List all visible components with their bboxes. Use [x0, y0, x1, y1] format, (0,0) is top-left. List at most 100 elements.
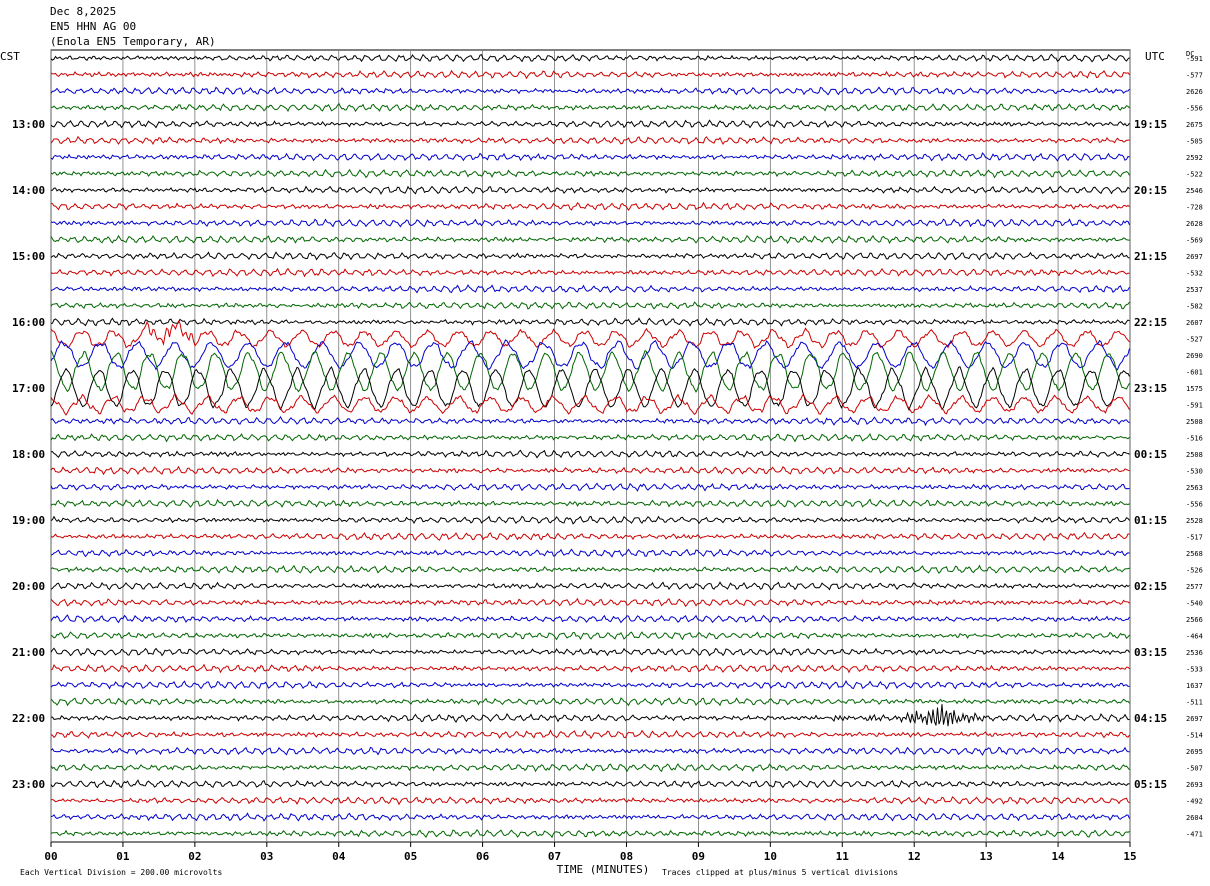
trace-22 [50, 416, 1130, 427]
dc-offset-label: 2693 [1186, 781, 1203, 789]
trace-9 [50, 201, 1130, 211]
x-tick-label-05: 05 [404, 850, 417, 863]
trace-36 [50, 647, 1130, 657]
trace-29 [50, 531, 1130, 542]
dc-offset-label: 2592 [1186, 154, 1203, 162]
trace-38 [50, 680, 1130, 690]
left-hour-label: 13:00 [12, 118, 45, 131]
x-tick-label-15: 15 [1123, 850, 1136, 863]
left-hour-label: 20:00 [12, 580, 45, 593]
header-date: Dec 8,2025 [50, 5, 117, 18]
trace-24 [50, 449, 1130, 459]
trace-23 [50, 432, 1130, 443]
right-hour-label: 02:15 [1134, 580, 1167, 593]
right-hour-label: 04:15 [1134, 712, 1167, 725]
dc-offset-label: -505 [1186, 138, 1203, 146]
x-tick-label-13: 13 [980, 850, 993, 863]
right-hour-label: 20:15 [1134, 184, 1167, 197]
dc-offset-label: 2626 [1186, 88, 1203, 96]
trace-16 [50, 317, 1130, 327]
trace-11 [50, 234, 1130, 245]
dc-offset-label: -540 [1186, 600, 1203, 608]
x-tick-label-10: 10 [764, 850, 777, 863]
trace-30 [50, 548, 1130, 558]
x-tick-label-01: 01 [116, 850, 130, 863]
dc-offset-label: 2566 [1186, 616, 1203, 624]
dc-offset-label: -530 [1186, 468, 1203, 476]
dc-offset-label: -517 [1186, 534, 1203, 542]
trace-5 [50, 135, 1130, 146]
dc-offset-label: 2607 [1186, 319, 1203, 327]
trace-1 [50, 69, 1130, 80]
left-hour-label: 16:00 [12, 316, 45, 329]
trace-2 [50, 86, 1130, 96]
dc-offset-label: 2563 [1186, 484, 1203, 492]
trace-27 [50, 498, 1130, 508]
dc-offset-label: -492 [1186, 798, 1203, 806]
dc-offset-label: 2568 [1186, 550, 1203, 558]
left-hour-label: 23:00 [12, 778, 45, 791]
trace-20 [50, 366, 1130, 412]
x-tick-label-00: 00 [44, 850, 57, 863]
dc-offset-label: 2675 [1186, 121, 1203, 129]
trace-3 [50, 102, 1130, 113]
dc-offset-label: -728 [1186, 204, 1203, 212]
trace-41 [50, 729, 1130, 740]
trace-32 [50, 581, 1130, 591]
trace-10 [50, 218, 1130, 228]
trace-13 [50, 267, 1130, 278]
dc-offset-label: -582 [1186, 303, 1203, 311]
clip-note: Traces clipped at plus/minus 5 vertical … [662, 868, 898, 877]
trace-6 [50, 152, 1130, 162]
trace-42 [50, 746, 1130, 756]
left-hour-label: 21:00 [12, 646, 45, 659]
dc-offset-label: 2508 [1186, 451, 1203, 459]
trace-4 [50, 119, 1130, 129]
dc-offset-label: -526 [1186, 567, 1203, 575]
x-tick-label-02: 02 [188, 850, 201, 863]
dc-offset-label: -556 [1186, 501, 1203, 509]
left-hour-label: 18:00 [12, 448, 45, 461]
trace-8 [51, 185, 1130, 195]
x-tick-label-14: 14 [1051, 850, 1065, 863]
dc-offset-label: 2508 [1186, 418, 1203, 426]
trace-43 [50, 763, 1130, 773]
dc-offset-label: 2695 [1186, 748, 1203, 756]
trace-44 [50, 779, 1130, 789]
right-hour-label: 00:15 [1134, 448, 1167, 461]
trace-26 [50, 482, 1130, 492]
right-timezone-label: UTC [1145, 50, 1165, 63]
right-hour-label: 03:15 [1134, 646, 1167, 659]
trace-45 [50, 796, 1130, 806]
dc-offset-label: -591 [1186, 402, 1203, 410]
dc-offset-label: -527 [1186, 336, 1203, 344]
left-hour-label: 17:00 [12, 382, 45, 395]
x-tick-label-03: 03 [260, 850, 273, 863]
dc-offset-label: -533 [1186, 666, 1203, 674]
x-tick-label-04: 04 [332, 850, 346, 863]
right-hour-label: 23:15 [1134, 382, 1167, 395]
trace-46 [50, 812, 1130, 822]
left-timezone-label: CST [0, 50, 20, 63]
trace-33 [50, 597, 1130, 608]
dc-offset-label: -601 [1186, 369, 1203, 377]
dc-offset-label: -577 [1186, 72, 1203, 80]
dc-label: DC [1186, 50, 1194, 58]
dc-offset-label: -569 [1186, 237, 1203, 245]
x-tick-label-12: 12 [908, 850, 921, 863]
right-hour-label: 19:15 [1134, 118, 1167, 131]
trace-21 [50, 393, 1130, 416]
dc-offset-label: -522 [1186, 171, 1203, 179]
trace-31 [50, 564, 1130, 575]
x-tick-label-11: 11 [836, 850, 850, 863]
header-location: (Enola EN5 Temporary, AR) [50, 35, 216, 48]
trace-37 [50, 663, 1130, 674]
trace-14 [50, 284, 1130, 294]
dc-offset-label: -516 [1186, 435, 1203, 443]
dc-offset-label: 2690 [1186, 352, 1203, 360]
header-station: EN5 HHN AG 00 [50, 20, 137, 33]
dc-offset-label: 1637 [1186, 682, 1203, 690]
dc-offset-label: 2537 [1186, 286, 1203, 294]
right-hour-label: 05:15 [1134, 778, 1167, 791]
